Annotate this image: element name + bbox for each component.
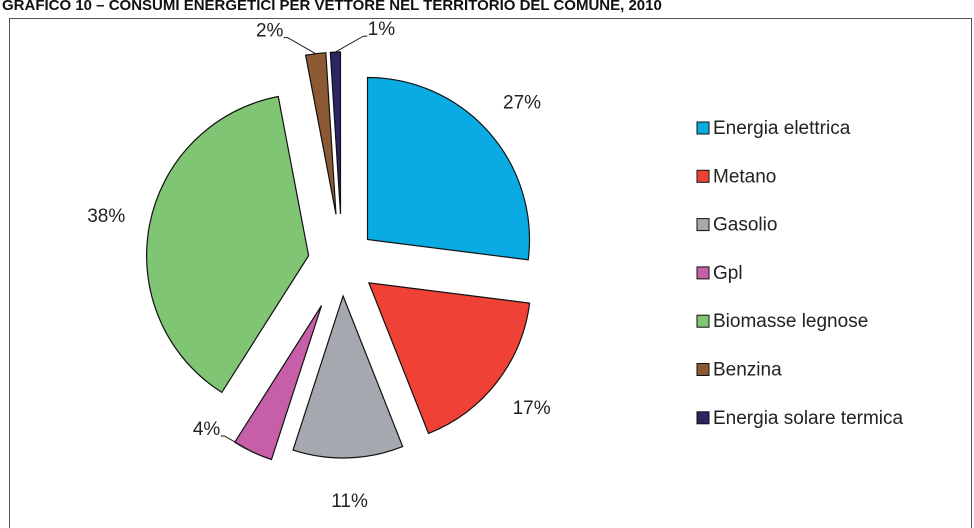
legend-label: Gasolio bbox=[713, 215, 777, 236]
legend-swatch bbox=[696, 266, 710, 280]
pie-slice bbox=[292, 294, 404, 459]
legend-label: Metano bbox=[713, 166, 776, 187]
legend-label: Biomasse legnose bbox=[713, 311, 868, 332]
legend-label: Energia elettrica bbox=[713, 118, 851, 139]
data-label: 11% bbox=[331, 491, 368, 512]
legend-swatch bbox=[696, 363, 710, 376]
leader-line bbox=[220, 435, 253, 453]
data-label: 38% bbox=[87, 206, 125, 227]
legend-swatch bbox=[696, 411, 710, 425]
leader-line bbox=[335, 35, 368, 53]
legend-swatch bbox=[696, 218, 710, 232]
legend-label: Energia solare termica bbox=[713, 408, 904, 429]
legend-swatch bbox=[696, 314, 710, 328]
legend-label: Gpl bbox=[713, 263, 743, 284]
data-label: 17% bbox=[513, 398, 551, 419]
legend-swatch bbox=[696, 121, 710, 135]
pie-slice bbox=[146, 95, 310, 394]
chart-frame bbox=[9, 18, 972, 528]
data-label: 1% bbox=[368, 19, 396, 40]
pie-slice bbox=[366, 76, 531, 261]
chart-title: GRAFICO 10 – CONSUMI ENERGETICI PER VETT… bbox=[2, 0, 662, 14]
legend-label: Benzina bbox=[713, 360, 782, 381]
legend-swatch bbox=[696, 169, 710, 183]
data-label: 4% bbox=[193, 419, 221, 440]
data-label: 27% bbox=[503, 92, 541, 113]
pie-slice bbox=[367, 282, 531, 435]
pie-slice bbox=[329, 51, 342, 215]
leader-line bbox=[283, 37, 316, 55]
data-label: 2% bbox=[256, 21, 284, 42]
